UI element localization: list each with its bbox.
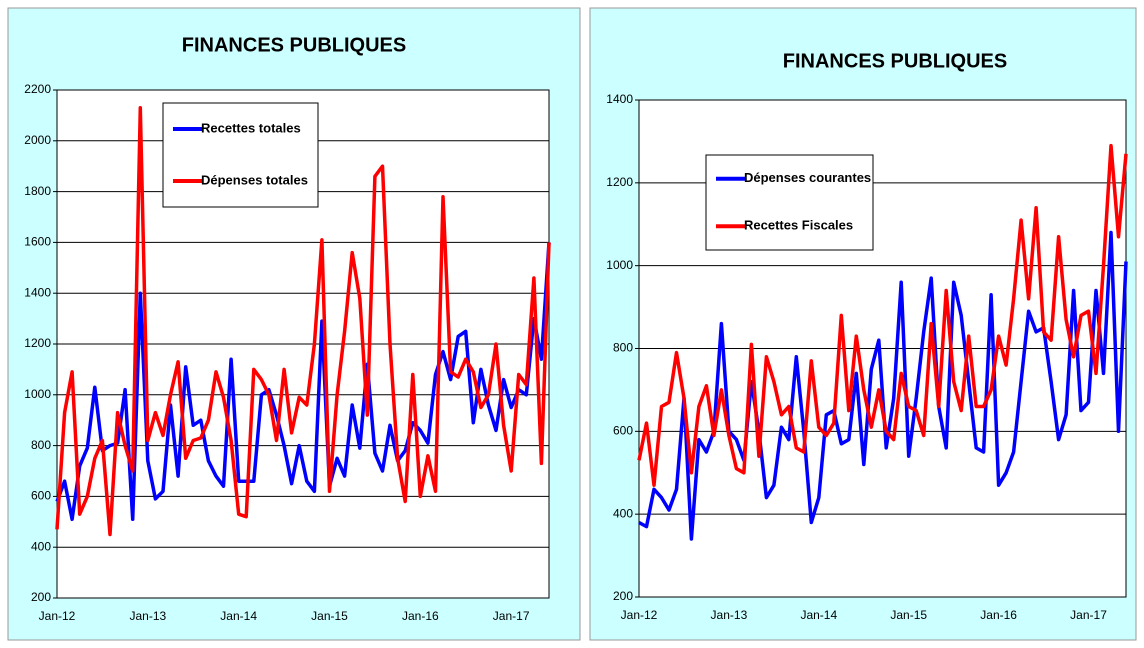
legend-box	[162, 102, 319, 208]
legend-box	[705, 154, 874, 251]
y-tick-label: 200	[613, 589, 633, 603]
y-tick-label: 600	[613, 424, 633, 438]
x-tick-label: Jan-13	[711, 608, 748, 622]
x-tick-label: Jan-15	[890, 608, 927, 622]
legend-label: Dépenses totales	[201, 172, 308, 187]
chart-title: FINANCES PUBLIQUES	[783, 50, 1007, 72]
x-tick-label: Jan-16	[980, 608, 1017, 622]
y-tick-label: 1600	[24, 235, 51, 249]
y-tick-label: 200	[31, 590, 51, 604]
y-tick-label: 2000	[24, 133, 51, 147]
y-tick-label: 400	[31, 539, 51, 553]
chart-title: FINANCES PUBLIQUES	[182, 34, 406, 56]
x-tick-label: Jan-17	[1070, 608, 1107, 622]
x-tick-label: Jan-15	[311, 609, 348, 623]
y-tick-label: 800	[31, 438, 51, 452]
y-tick-label: 1000	[24, 387, 51, 401]
y-tick-label: 800	[613, 341, 633, 355]
series-line	[638, 230, 1128, 541]
y-tick-label: 1000	[606, 258, 633, 272]
y-tick-label: 1800	[24, 184, 51, 198]
y-tick-label: 600	[31, 489, 51, 503]
series-line	[55, 242, 551, 522]
y-tick-label: 1400	[24, 285, 51, 299]
y-tick-label: 1400	[606, 92, 633, 106]
y-tick-label: 400	[613, 506, 633, 520]
x-tick-label: Jan-14	[800, 608, 837, 622]
x-tick-label: Jan-16	[402, 609, 439, 623]
legend-label: Recettes Fiscales	[744, 218, 853, 233]
series-line	[637, 143, 1128, 487]
legend-label: Dépenses courantes	[744, 170, 871, 185]
x-tick-label: Jan-14	[220, 609, 257, 623]
series-line	[55, 106, 551, 537]
x-tick-label: Jan-13	[129, 609, 166, 623]
legend-label: Recettes totales	[201, 120, 301, 135]
y-tick-label: 1200	[606, 175, 633, 189]
y-tick-label: 2200	[24, 82, 51, 96]
x-tick-label: Jan-17	[493, 609, 530, 623]
y-tick-label: 1200	[24, 336, 51, 350]
x-tick-label: Jan-12	[39, 609, 76, 623]
x-tick-label: Jan-12	[621, 608, 658, 622]
